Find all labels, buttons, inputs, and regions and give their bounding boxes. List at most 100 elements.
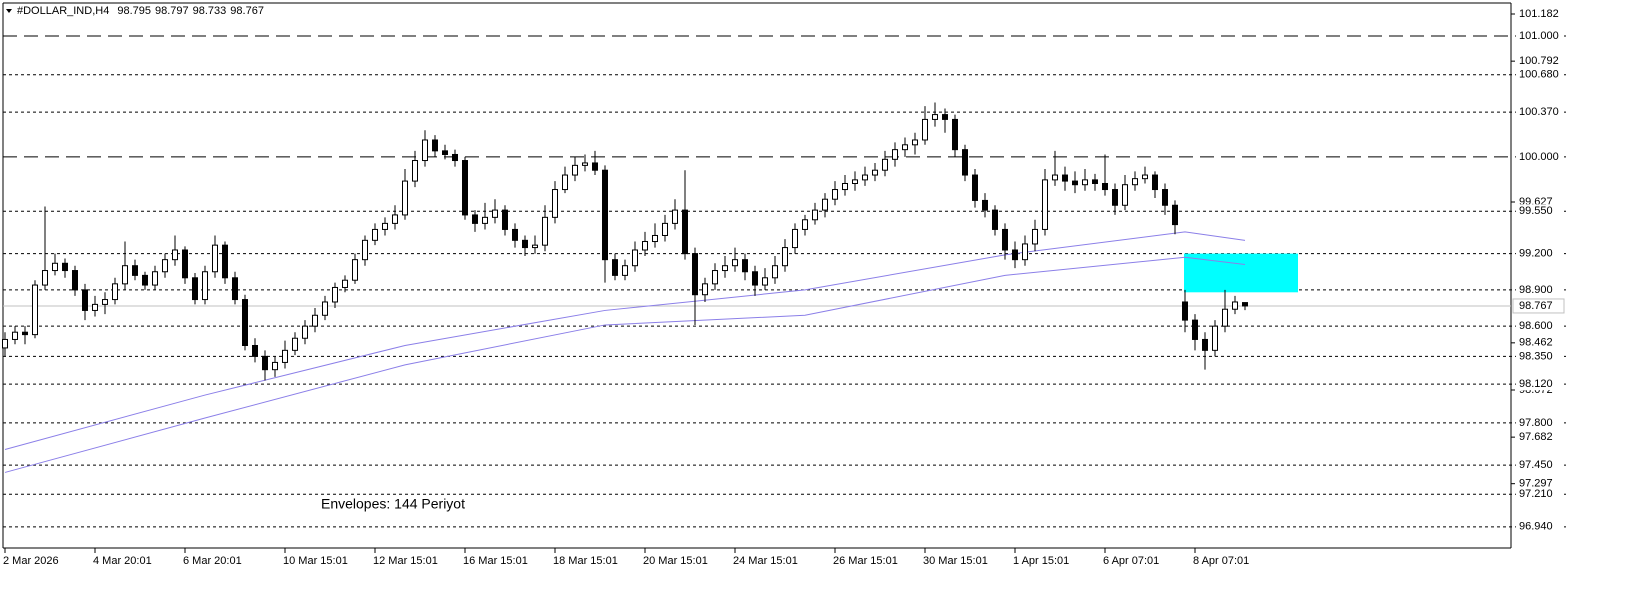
candle-body	[1062, 174, 1068, 182]
y-tick-label: 101.182	[1519, 8, 1559, 20]
level-label: 100.370	[1519, 106, 1559, 118]
candle-body	[462, 160, 468, 216]
candle-body	[342, 279, 348, 288]
candle-body	[572, 164, 578, 176]
y-tick-label: 100.792	[1519, 55, 1559, 67]
candle-body	[1182, 301, 1188, 321]
candle-body	[832, 189, 838, 200]
candle-body	[932, 114, 938, 120]
candle-body	[392, 214, 398, 224]
candle-body	[1112, 189, 1118, 206]
candle-body	[372, 228, 378, 241]
level-label: 97.210	[1519, 488, 1553, 500]
candle-body	[722, 265, 728, 272]
x-tick-label: 12 Mar 15:01	[373, 555, 438, 567]
level-label: 99.200	[1519, 248, 1553, 260]
candle-body	[1042, 179, 1048, 230]
candle-body	[162, 259, 168, 273]
candle-body	[872, 169, 878, 176]
candle-body	[492, 209, 498, 218]
candle-body	[1222, 308, 1228, 327]
candle-body	[272, 361, 278, 371]
candle-body	[152, 271, 158, 286]
candle-body	[242, 299, 248, 346]
candle-body	[32, 284, 38, 336]
candle-body	[742, 259, 748, 273]
level-label-bg	[1516, 67, 1564, 81]
candle-body	[662, 222, 668, 236]
candle-body	[312, 314, 318, 327]
level-label-bg	[1516, 349, 1564, 363]
candle-body	[222, 244, 228, 279]
header-close: 98.767	[230, 5, 264, 17]
y-tick-label: 97.682	[1519, 431, 1553, 443]
dropdown-arrow	[6, 9, 12, 13]
candle-body	[712, 270, 718, 285]
candle-body	[422, 139, 428, 162]
candle-body	[112, 283, 118, 301]
candle-body	[382, 222, 388, 230]
candle-body	[752, 271, 758, 286]
candle-body	[412, 160, 418, 182]
candle-body	[622, 265, 628, 276]
candle-body	[282, 349, 288, 363]
candle-body	[602, 169, 608, 261]
level-label: 98.600	[1519, 320, 1553, 332]
candle-body	[1072, 180, 1078, 186]
candle-body	[1032, 228, 1038, 245]
candle-body	[192, 277, 198, 301]
candle-body	[1242, 302, 1248, 307]
level-label-bg	[1516, 149, 1564, 163]
level-label: 100.000	[1519, 151, 1559, 163]
level-label: 96.940	[1519, 521, 1553, 533]
x-tick-label: 8 Apr 07:01	[1193, 555, 1249, 567]
candle-body	[352, 259, 358, 281]
candle-body	[1212, 325, 1218, 351]
x-tick-label: 4 Mar 20:01	[93, 555, 152, 567]
candle-body	[1082, 179, 1088, 186]
candle-body	[1172, 204, 1178, 226]
candle-body	[262, 355, 268, 371]
current-price-label: 98.767	[1519, 300, 1553, 312]
candle-body	[522, 239, 528, 249]
candle-body	[842, 182, 848, 191]
candle-body	[92, 303, 98, 311]
level-label: 98.350	[1519, 350, 1553, 362]
candle-body	[22, 331, 28, 336]
level-label-bg	[1516, 415, 1564, 429]
candle-body	[1192, 319, 1198, 340]
candle-body	[12, 331, 18, 340]
candle-body	[632, 249, 638, 267]
level-label-bg	[1516, 519, 1564, 533]
candle-body	[862, 174, 868, 181]
x-tick-label: 10 Mar 15:01	[283, 555, 348, 567]
level-label-bg	[1516, 29, 1564, 43]
indicator-annotation: Envelopes: 144 Periyot	[321, 496, 465, 512]
candle-body	[2, 338, 8, 349]
level-label: 98.120	[1519, 378, 1553, 390]
candle-body	[762, 277, 768, 286]
candle-body	[452, 153, 458, 162]
level-label-bg	[1516, 319, 1564, 333]
envelope-line	[4, 256, 1246, 473]
candle-body	[1022, 243, 1028, 261]
level-label-bg	[1516, 377, 1564, 391]
candle-body	[1162, 189, 1168, 206]
current-price-label-bg	[1512, 298, 1565, 314]
candle-body	[82, 289, 88, 311]
candle-body	[402, 180, 408, 216]
chart-header: #DOLLAR_IND,H4 98.795 98.797 98.733 98.767	[17, 5, 264, 17]
candle-body	[802, 219, 808, 230]
candle-body	[852, 179, 858, 184]
x-tick-label: 20 Mar 15:01	[643, 555, 708, 567]
candle-body	[1012, 249, 1018, 261]
candle-body	[1132, 178, 1138, 186]
candle-body	[1122, 184, 1128, 206]
x-tick-label: 6 Apr 07:01	[1103, 555, 1159, 567]
candle-body	[992, 209, 998, 230]
level-label: 97.800	[1519, 417, 1553, 429]
candle-body	[532, 244, 538, 249]
